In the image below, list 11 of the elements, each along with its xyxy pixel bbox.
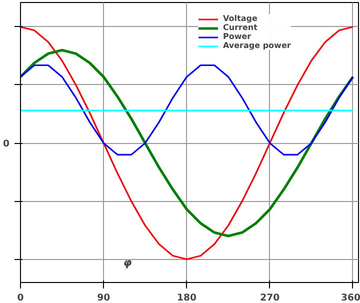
legend-label: Power (223, 32, 252, 41)
annotation: φ (123, 256, 132, 269)
x-tick-label: 90 (97, 292, 111, 303)
legend-label: Voltage (223, 14, 258, 23)
x-tick-label: 270 (260, 292, 280, 303)
legend-label: Average power (223, 41, 291, 50)
x-tick-label: 0 (17, 292, 24, 303)
x-tick-label: 180 (176, 292, 197, 303)
text: 0 (3, 138, 10, 150)
legend-label: Current (223, 23, 258, 32)
x-tick-label: 360 (341, 292, 360, 303)
